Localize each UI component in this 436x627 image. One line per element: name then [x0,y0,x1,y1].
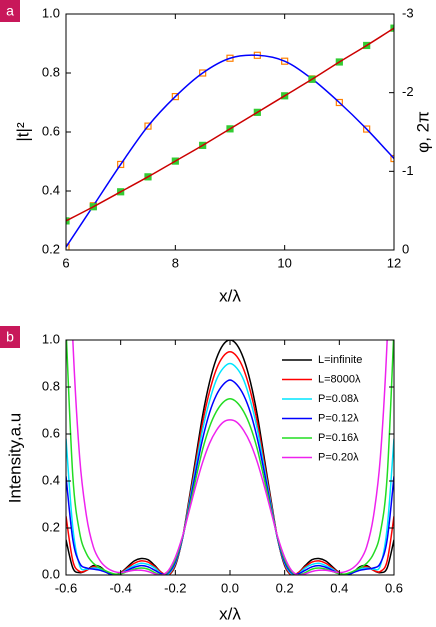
legend-label: L=infinite [318,354,362,366]
x-tick-label: 0.6 [385,580,403,595]
marker [335,98,343,107]
x-tick-label: -0.2 [164,580,186,595]
y-tick-label: 0.2 [42,241,60,256]
panel-label: a [6,3,14,19]
x-tick-label: 0.0 [221,580,239,595]
y2-tick-label: -3 [402,5,414,20]
y-tick-label: 0.8 [42,64,60,79]
series-line [66,54,394,248]
series-line [66,340,394,575]
series-line [66,27,394,222]
marker [226,54,234,62]
panel-label-box [0,326,20,348]
y-axis-title: |t|² [13,122,32,142]
y-tick-label: 0.6 [42,123,60,138]
marker [281,57,289,65]
legend-label: P=0.12λ [318,412,359,424]
plot-area [66,24,394,250]
y-tick-label: 1.0 [42,5,60,20]
panel-label-box [0,0,20,22]
marker [390,154,394,163]
marker [199,69,207,77]
y-tick-label: 0.6 [42,425,60,440]
x-tick-label: 0.4 [330,580,348,595]
x-tick-label: -0.4 [109,580,131,595]
y2-tick-label: 0 [402,241,409,256]
y2-tick-label: -1 [402,163,414,178]
series-line [66,379,394,575]
legend-label: P=0.16λ [318,432,359,444]
x-tick-label: 0.2 [276,580,294,595]
x-tick-label: 12 [387,255,401,270]
x-axis-title: x/λ [219,286,241,305]
legend-label: P=0.08λ [318,393,359,405]
marker [66,243,70,250]
series-line [72,340,388,575]
y-tick-label: 0.4 [42,472,60,487]
x-tick-label: 6 [62,255,69,270]
x-tick-label: -0.6 [55,580,77,595]
marker [363,125,371,133]
x-tick-label: 10 [277,255,291,270]
x-tick-label: 8 [172,255,179,270]
y2-tick-label: -2 [402,84,414,99]
y-tick-label: 0.2 [42,519,60,534]
marker [144,122,152,130]
marker [390,24,394,32]
x-axis-title: x/λ [219,604,241,623]
marker [117,160,125,169]
y-tick-label: 1.0 [42,331,60,346]
y-tick-label: 0.8 [42,378,60,393]
legend-label: L=8000λ [318,373,361,385]
panel-label: b [6,329,14,345]
y2-axis-title: φ, 2π [413,111,432,153]
y-tick-label: 0.0 [42,566,60,581]
y-tick-label: 0.4 [42,182,60,197]
legend-label: P=0.20λ [318,451,359,463]
marker [171,92,179,101]
y-axis-title: Intensity,a.u [5,413,24,503]
